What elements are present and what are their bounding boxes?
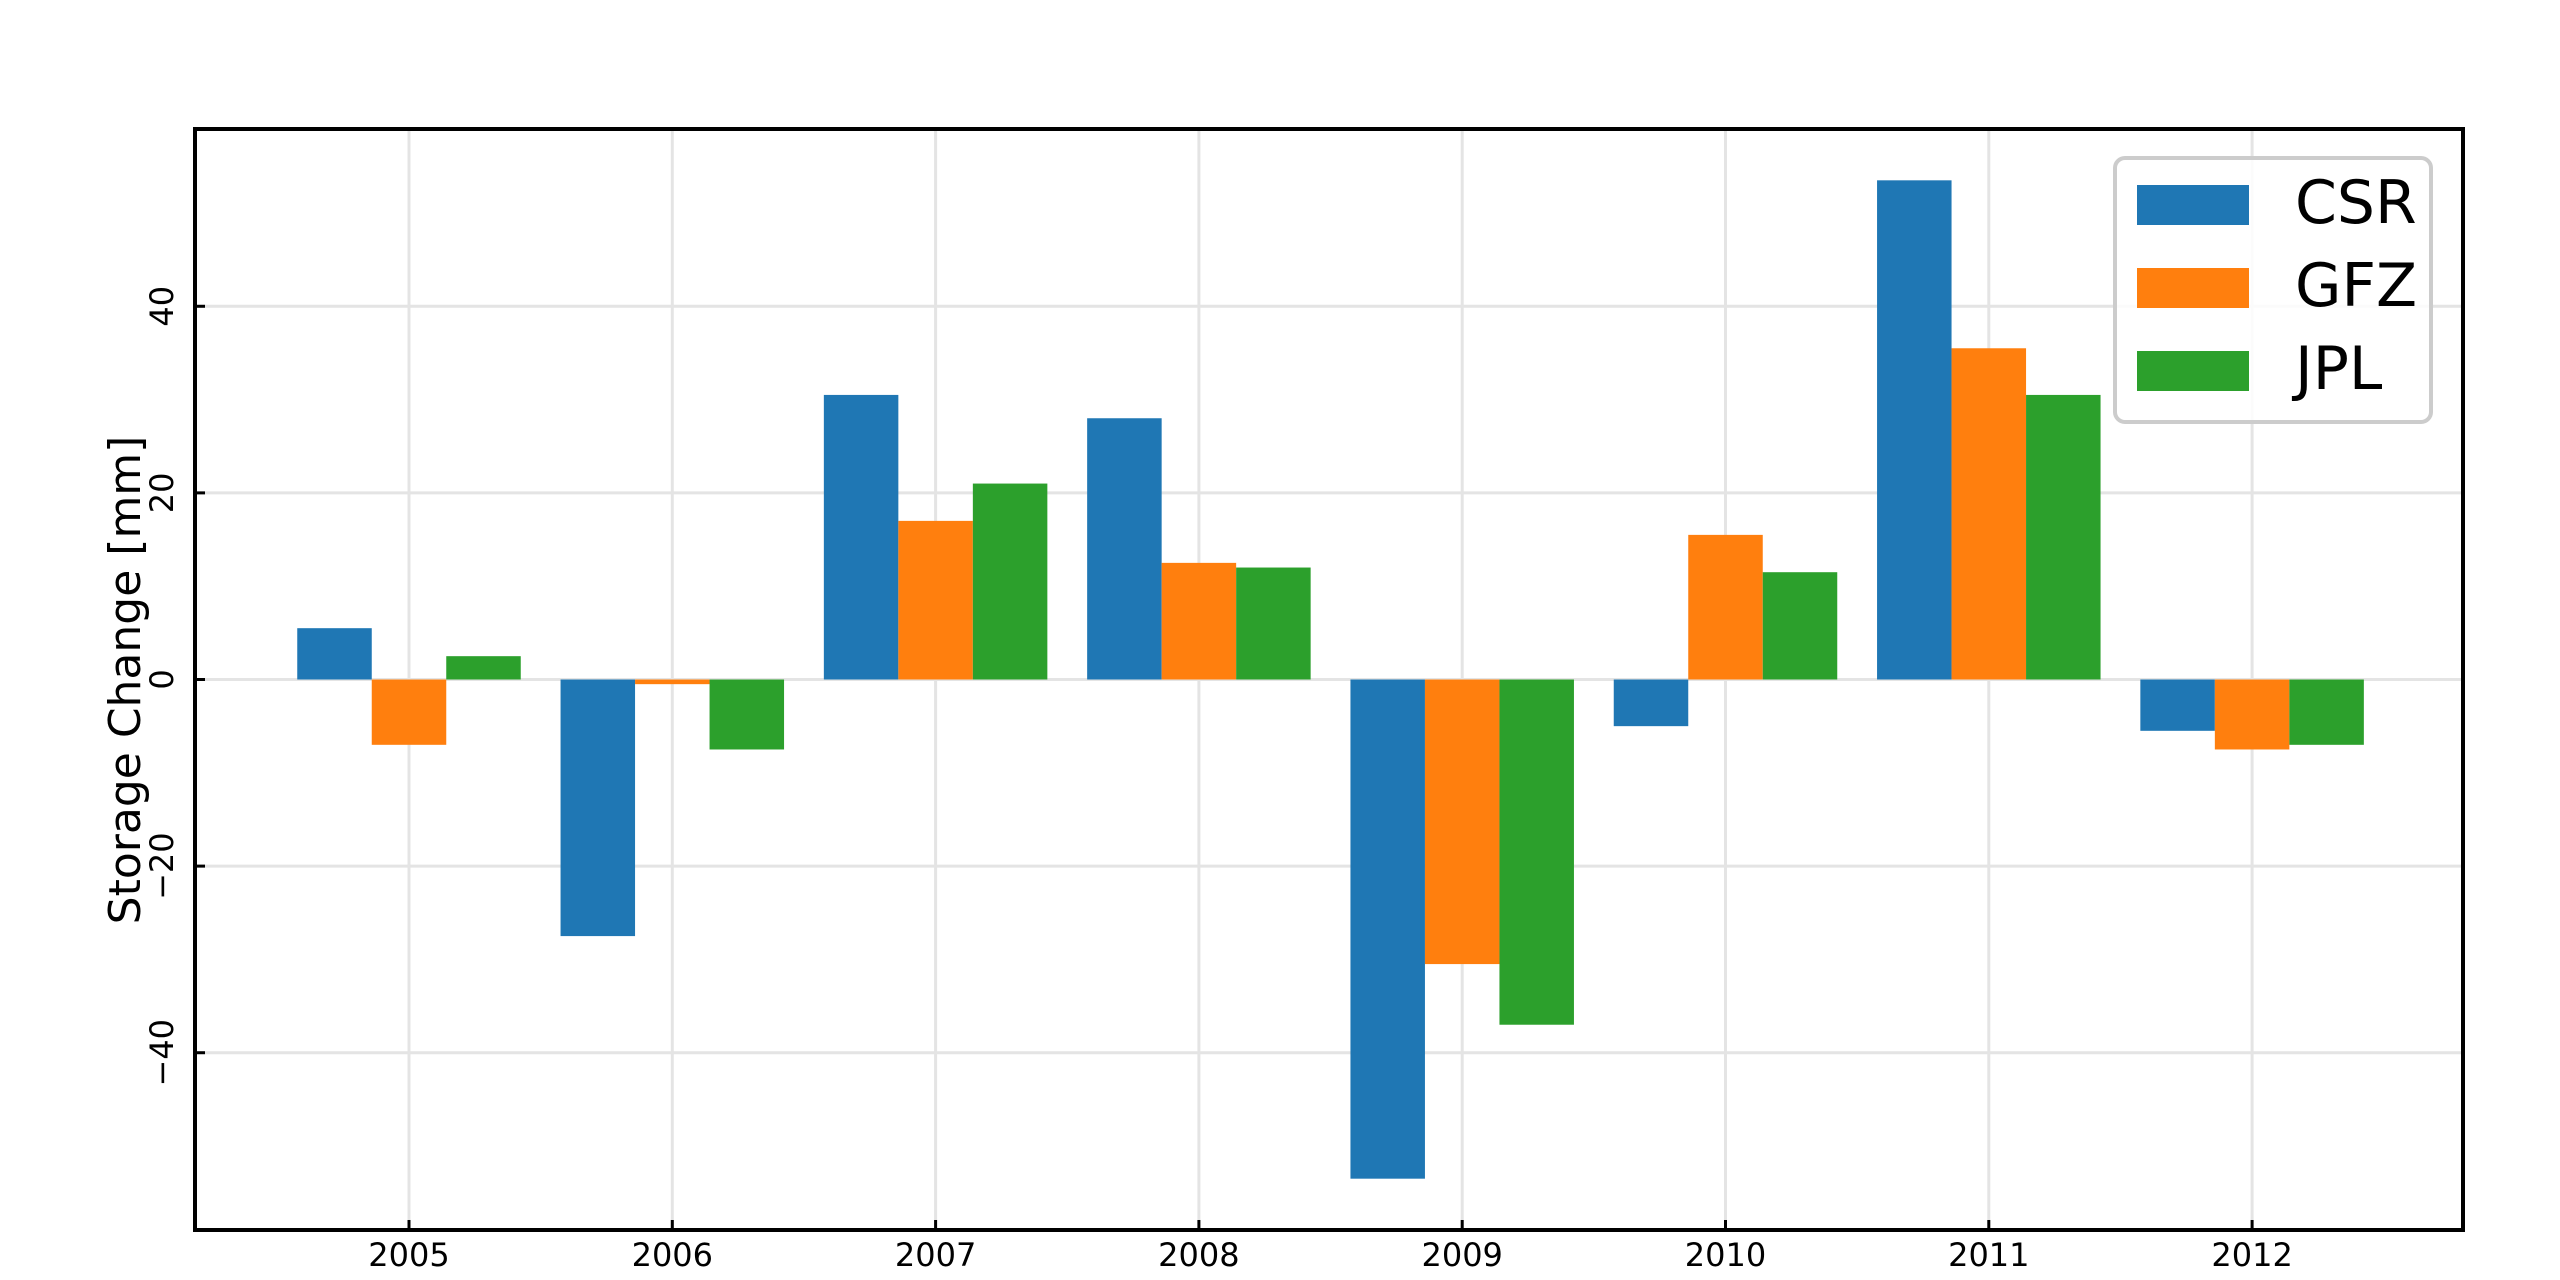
bar-jpl-2005 bbox=[446, 656, 521, 680]
legend-label-gfz: GFZ bbox=[2295, 251, 2417, 321]
bar-gfz-2008 bbox=[1161, 562, 1237, 680]
x-tick-label-2008: 2008 bbox=[1158, 1236, 1239, 1274]
bar-csr-2010 bbox=[1613, 679, 1689, 727]
x-tick-label-2011: 2011 bbox=[1948, 1236, 2029, 1274]
bar-gfz-2012 bbox=[2214, 679, 2290, 750]
x-tick-label-2009: 2009 bbox=[1421, 1236, 1502, 1274]
legend-swatch-gfz bbox=[2137, 268, 2249, 308]
legend-swatch-csr bbox=[2137, 185, 2249, 225]
y-tick-label: −40 bbox=[143, 1019, 181, 1087]
y-axis-label: Storage Change [mm] bbox=[100, 436, 151, 925]
bar-jpl-2009 bbox=[1499, 679, 1574, 1025]
bar-csr-2008 bbox=[1087, 418, 1162, 680]
bar-jpl-2011 bbox=[2026, 394, 2101, 680]
bar-csr-2011 bbox=[1877, 180, 1952, 680]
legend-label-csr: CSR bbox=[2295, 168, 2417, 238]
bar-gfz-2009 bbox=[1424, 679, 1500, 965]
y-tick-label: −20 bbox=[143, 832, 181, 900]
x-tick-label-2005: 2005 bbox=[368, 1236, 449, 1274]
bar-csr-2005 bbox=[297, 628, 372, 680]
bars bbox=[297, 180, 2364, 1179]
legend-swatch-jpl bbox=[2137, 351, 2249, 391]
bar-gfz-2010 bbox=[1688, 534, 1763, 680]
x-tick-label-2007: 2007 bbox=[895, 1236, 976, 1274]
y-tick-label: 0 bbox=[143, 669, 181, 689]
bar-jpl-2006 bbox=[709, 679, 785, 750]
bar-gfz-2006 bbox=[635, 679, 710, 685]
bar-gfz-2011 bbox=[1951, 348, 2027, 680]
bar-gfz-2005 bbox=[371, 679, 447, 745]
bar-gfz-2007 bbox=[898, 520, 973, 680]
y-tick-label: 20 bbox=[143, 473, 181, 514]
y-tick-label: 40 bbox=[143, 286, 181, 327]
x-tick-label-2012: 2012 bbox=[2211, 1236, 2292, 1274]
legend: CSR GFZ JPL bbox=[2113, 156, 2433, 424]
bar-jpl-2007 bbox=[972, 483, 1048, 680]
bar-jpl-2010 bbox=[1762, 572, 1838, 680]
bar-jpl-2008 bbox=[1236, 567, 1311, 680]
bar-csr-2006 bbox=[560, 679, 636, 937]
x-axis-ticks: 2005 2006 2007 2008 2009 2010 2011 2012 bbox=[368, 1220, 2293, 1274]
bar-csr-2007 bbox=[823, 394, 899, 680]
x-tick-label-2010: 2010 bbox=[1685, 1236, 1766, 1274]
x-tick-label-2006: 2006 bbox=[632, 1236, 713, 1274]
y-axis-ticks: −40 −20 0 20 40 bbox=[143, 286, 205, 1087]
bar-jpl-2012 bbox=[2289, 679, 2364, 745]
legend-label-jpl: JPL bbox=[2291, 334, 2383, 404]
bar-csr-2012 bbox=[2140, 679, 2215, 731]
bar-csr-2009 bbox=[1350, 679, 1425, 1179]
